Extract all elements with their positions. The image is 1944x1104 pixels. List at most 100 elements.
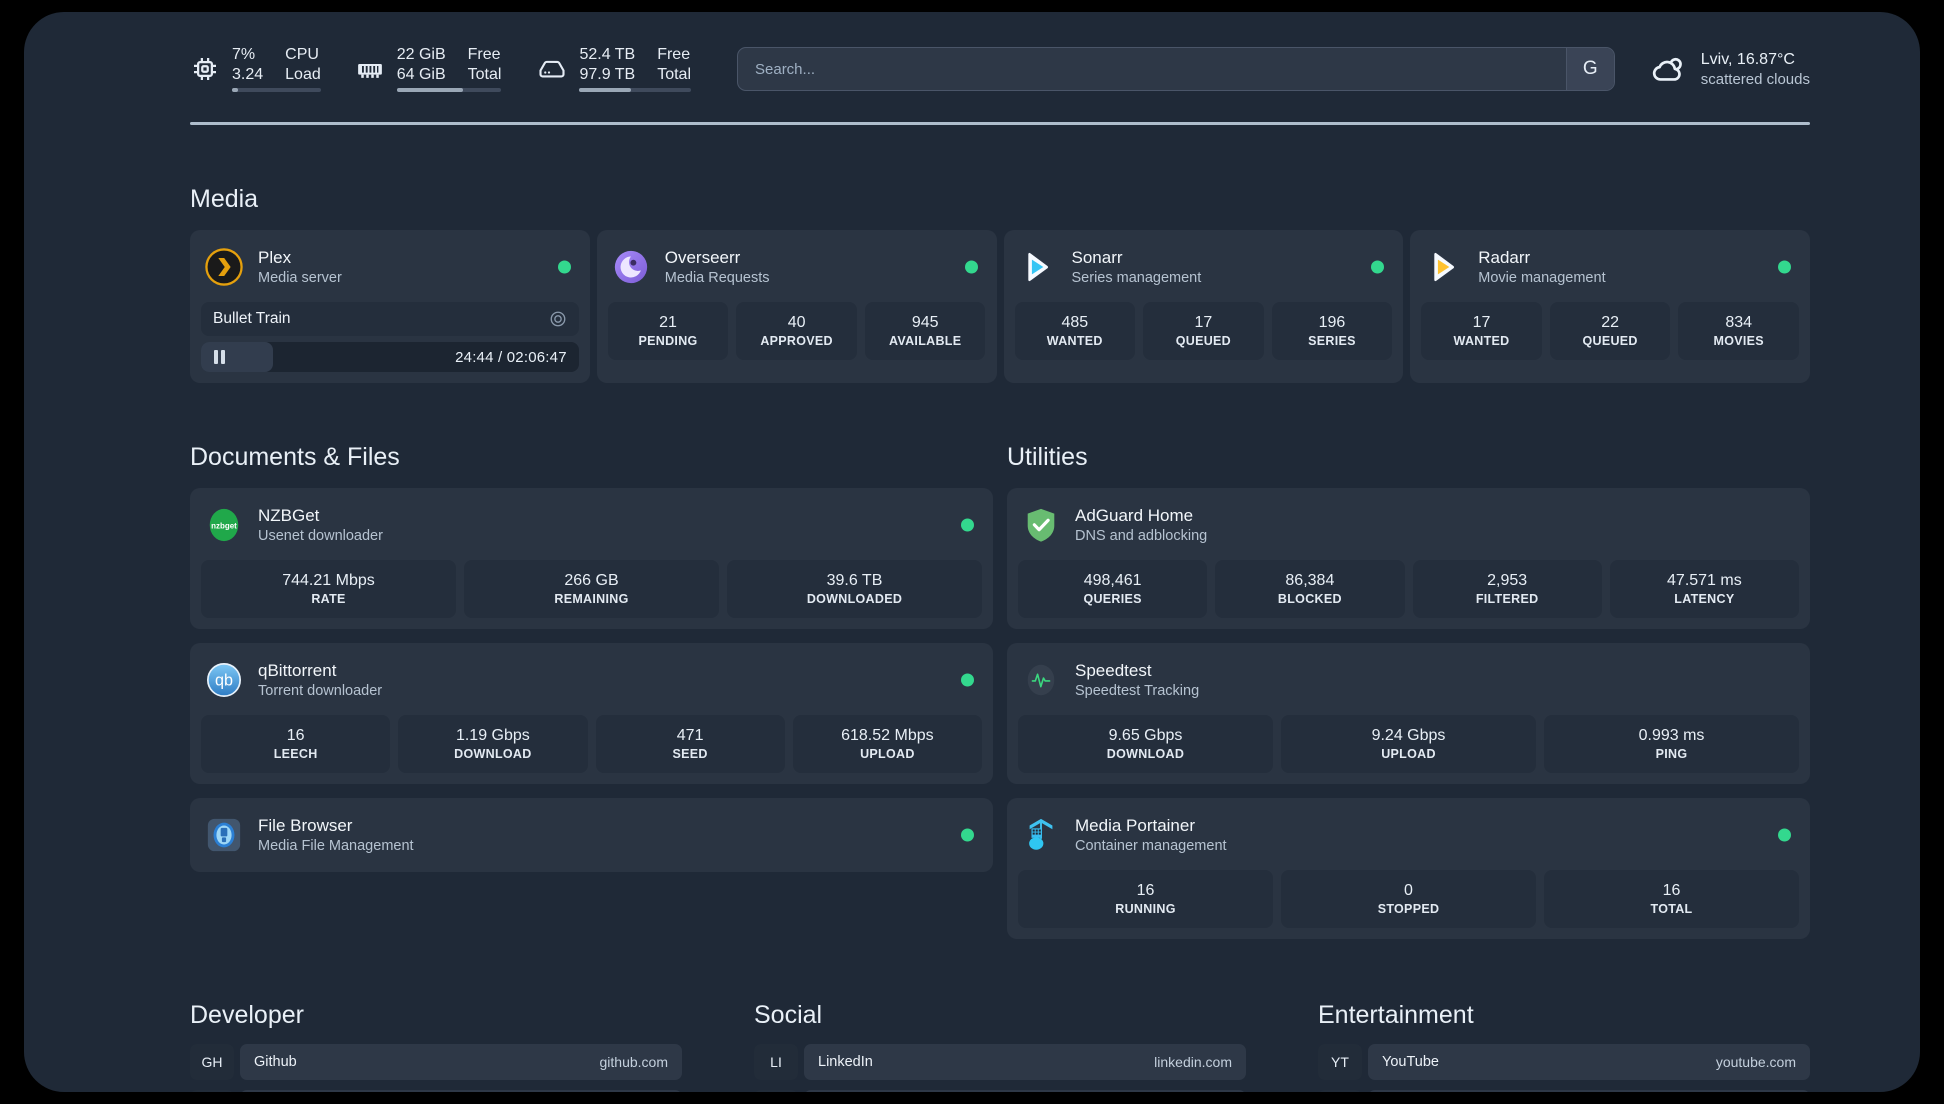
bookmark-link[interactable]: Twitter twitter.com (804, 1090, 1246, 1092)
service-card-speedtest[interactable]: Speedtest Speedtest Tracking 9.65 Gbps D… (1007, 643, 1810, 784)
bookmark-badge: TW (754, 1090, 798, 1092)
service-card-file-browser[interactable]: File Browser Media File Management (190, 798, 993, 872)
bookmark-url: linkedin.com (1154, 1054, 1232, 1070)
stats-row: 744.21 Mbps RATE 266 GB REMAINING 39.6 T… (201, 560, 982, 618)
stat-box: 16 RUNNING (1018, 870, 1273, 928)
stat-box: 22 QUEUED (1549, 302, 1671, 360)
bookmark-link[interactable]: StackOverflow stackoverflow.com (240, 1090, 682, 1092)
bookmark-link[interactable]: Github github.com (240, 1044, 682, 1080)
service-card-media-portainer[interactable]: Media Portainer Container management 16 … (1007, 798, 1810, 939)
cpu-usage-value: 7% (232, 45, 256, 63)
stat-box: 40 APPROVED (736, 302, 857, 360)
status-badge-online (961, 828, 974, 842)
stat-label: UPLOAD (860, 747, 915, 761)
bookmark-link[interactable]: Netflix netflix.com (1368, 1090, 1810, 1092)
disk-icon (537, 54, 567, 84)
memory-stat-text: 22 GiB 64 GiB Free Total (396, 45, 502, 94)
weather-description: scattered clouds (1700, 70, 1810, 88)
bookmark-group-social: Social LI LinkedIn linkedin.com TW Twitt… (754, 1001, 1246, 1092)
stats-row: 485 WANTED 17 QUEUED 196 SERIES (1014, 302, 1393, 360)
nzbget-icon: nzbget (205, 506, 243, 544)
memory-free-label: Free (467, 45, 501, 63)
bookmark-group-entertainment: Entertainment YT YouTube youtube.com NF … (1318, 1001, 1810, 1092)
bookmark-badge: LI (754, 1044, 798, 1080)
search-input[interactable] (738, 48, 1566, 90)
playback-progress-bar[interactable]: 24:44 / 02:06:47 (201, 342, 579, 372)
service-subtitle: DNS and adblocking (1075, 528, 1208, 544)
stat-box: 945 AVAILABLE (864, 302, 986, 360)
service-subtitle: Torrent downloader (258, 683, 383, 699)
stat-label: LEECH (273, 747, 318, 761)
disk-free-label: Free (657, 45, 691, 63)
stat-box: 86,384 BLOCKED (1215, 560, 1405, 618)
stat-value: 39.6 TB (826, 572, 883, 589)
cloud-icon (1649, 50, 1687, 88)
cpu-load-value: 3.24 (232, 65, 264, 83)
service-name: qBittorrent (258, 661, 337, 680)
bookmark-row[interactable]: TW Twitter twitter.com (754, 1090, 1246, 1092)
overseerr-icon (612, 248, 650, 286)
stat-label: WANTED (1453, 334, 1510, 348)
stat-label: QUERIES (1083, 592, 1142, 606)
radarr-icon (1425, 248, 1463, 286)
service-name: Radarr (1478, 248, 1531, 267)
bookmark-row[interactable]: YT YouTube youtube.com (1318, 1044, 1810, 1080)
bookmark-row[interactable]: GH Github github.com (190, 1044, 682, 1080)
stat-label: FILTERED (1475, 592, 1539, 606)
qbittorrent-icon: qb (205, 661, 243, 699)
status-badge-online (1778, 828, 1791, 842)
stat-value: 86,384 (1285, 572, 1335, 589)
service-name: Speedtest (1075, 661, 1152, 680)
stat-box: 266 GB REMAINING (464, 560, 719, 618)
stat-box: 17 WANTED (1421, 302, 1542, 360)
stat-box: 196 SERIES (1271, 302, 1393, 360)
stat-label: SERIES (1308, 334, 1356, 348)
service-card-nzbget[interactable]: nzbget NZBGet Usenet downloader 74 (190, 488, 993, 629)
status-badge-online (557, 260, 571, 274)
dashboard-page: 7% 3.24 CPU Load (24, 12, 1920, 1092)
stat-label: RATE (311, 592, 346, 606)
service-name: NZBGet (258, 506, 320, 525)
stat-label: PING (1655, 747, 1688, 761)
header-bar: 7% 3.24 CPU Load (190, 30, 1810, 108)
stat-label: QUEUED (1175, 334, 1231, 348)
service-card-qbittorrent[interactable]: qb qBittorrent Torrent downloader (190, 643, 993, 784)
stat-box: 47.571 ms LATENCY (1609, 560, 1799, 618)
bookmark-link[interactable]: YouTube youtube.com (1368, 1044, 1810, 1080)
sonarr-icon (1019, 248, 1057, 286)
bookmark-row[interactable]: LI LinkedIn linkedin.com (754, 1044, 1246, 1080)
stat-value: 744.21 Mbps (282, 572, 375, 589)
service-card-adguard-home[interactable]: AdGuard Home DNS and adblocking 498,461 … (1007, 488, 1810, 629)
bookmark-badge: YT (1318, 1044, 1362, 1080)
service-card-plex[interactable]: Plex Media server Bullet Train (190, 230, 590, 383)
stat-box: 471 SEED (595, 715, 785, 773)
service-card-radarr[interactable]: Radarr Movie management 17 WANTED 22 QUE… (1410, 230, 1810, 383)
playback-time: 24:44 / 02:06:47 (455, 348, 567, 366)
search-bar[interactable]: G (737, 47, 1615, 91)
bookmark-row[interactable]: SO StackOverflow stackoverflow.com (190, 1090, 682, 1092)
filebrowser-icon (205, 816, 243, 854)
service-card-overseerr[interactable]: Overseerr Media Requests 21 PENDING 40 A… (596, 230, 997, 383)
adguard-icon (1022, 506, 1060, 544)
bookmark-group-title: Entertainment (1318, 1001, 1474, 1029)
cast-icon[interactable] (549, 310, 567, 328)
stats-row: 17 WANTED 22 QUEUED 834 MOVIES (1421, 302, 1799, 360)
bookmark-link[interactable]: LinkedIn linkedin.com (804, 1044, 1246, 1080)
bookmark-row[interactable]: NF Netflix netflix.com (1318, 1090, 1810, 1092)
service-name: Plex (258, 248, 292, 267)
ram-icon (355, 54, 385, 84)
search-provider-button[interactable]: G (1565, 48, 1614, 90)
cpu-load-label: Load (285, 65, 321, 83)
stat-value: 618.52 Mbps (841, 727, 934, 744)
cpu-label: CPU (285, 45, 319, 63)
bookmark-group-title: Social (754, 1001, 823, 1029)
status-badge-online (964, 260, 978, 274)
stat-value: 40 (787, 314, 806, 331)
stat-value: 485 (1061, 314, 1089, 331)
pause-icon[interactable] (214, 350, 225, 364)
service-card-sonarr[interactable]: Sonarr Series management 485 WANTED 17 Q… (1003, 230, 1404, 383)
section-title-utilities: Utilities (1007, 443, 1088, 471)
bookmark-badge: NF (1318, 1090, 1362, 1092)
stat-label: AVAILABLE (889, 334, 962, 348)
bookmark-name: LinkedIn (818, 1054, 873, 1070)
